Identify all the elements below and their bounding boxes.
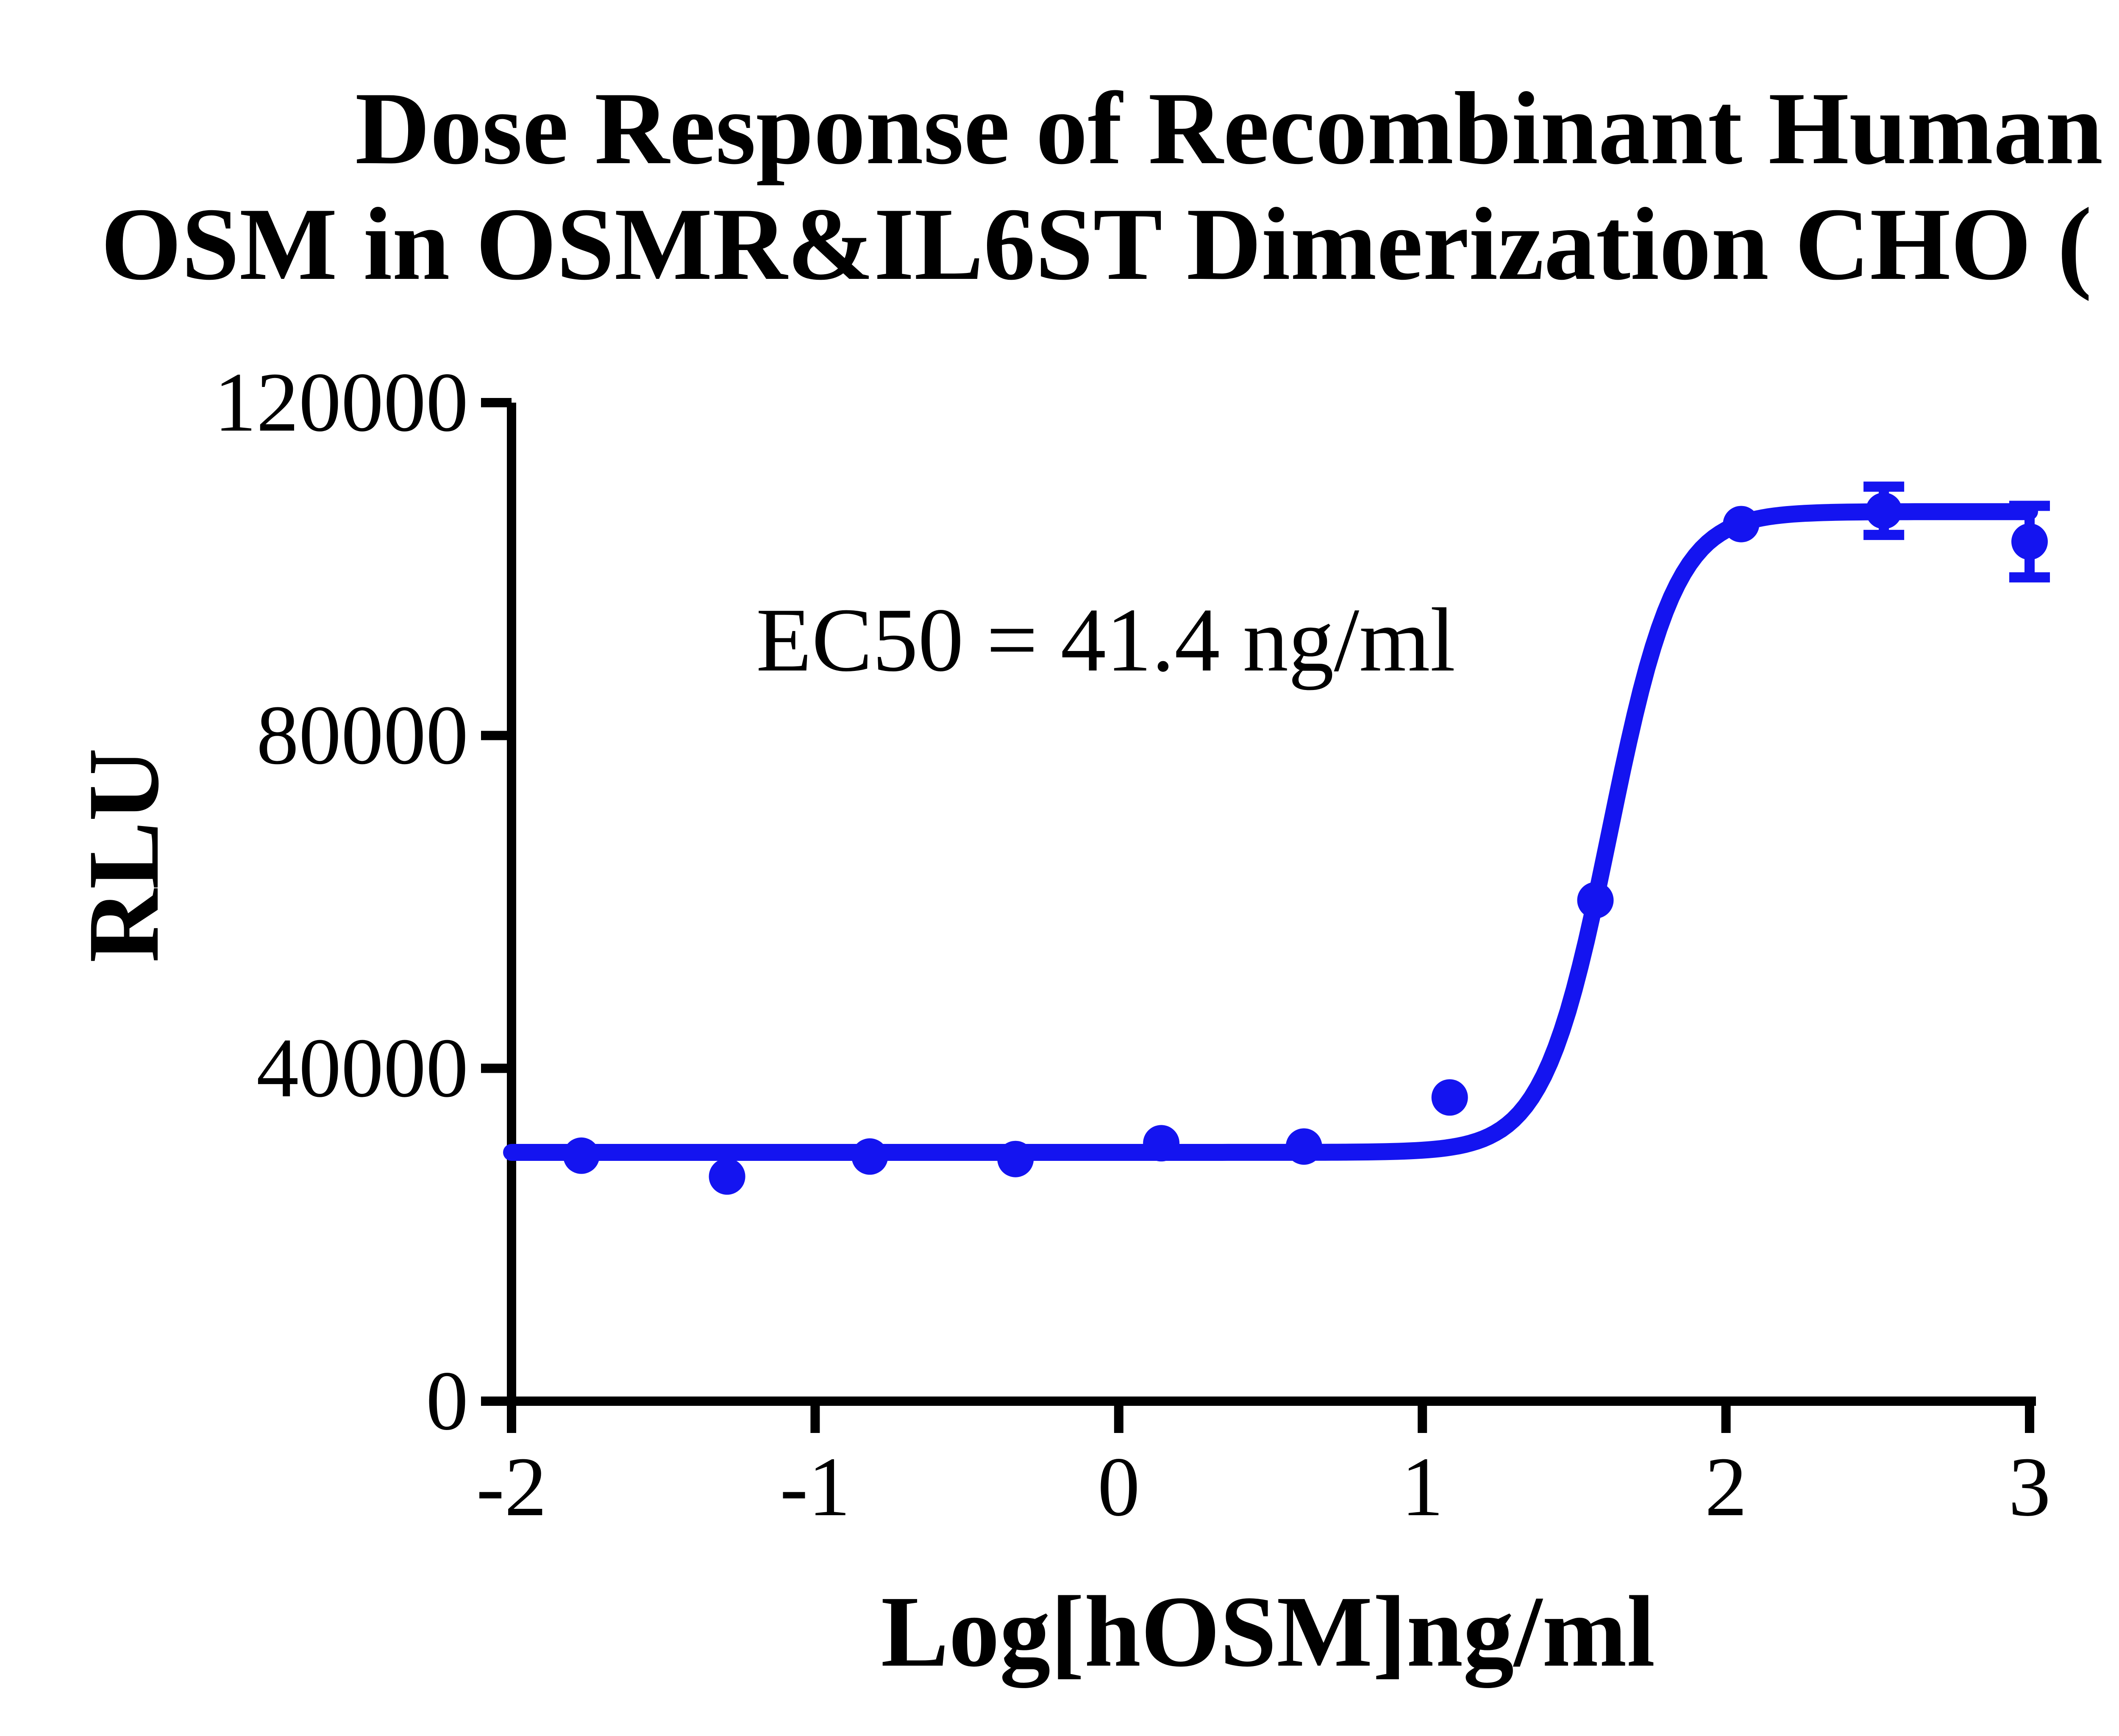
y-tick-label: 120000 xyxy=(214,356,468,449)
y-tick-label: 0 xyxy=(426,1354,468,1448)
data-point xyxy=(1431,1079,1468,1116)
y-tick-label: 80000 xyxy=(256,688,468,782)
chart-title-line-2: OSM in OSMR&IL6ST Dimerization CHO ( C52… xyxy=(101,186,2119,301)
data-point xyxy=(1143,1125,1180,1162)
data-point xyxy=(1577,882,1614,919)
fit-curve xyxy=(503,503,2038,1161)
data-point xyxy=(997,1141,1034,1177)
x-tick-label: -2 xyxy=(476,1440,547,1534)
data-point xyxy=(1866,492,1902,529)
y-axis-title: RLU xyxy=(67,748,180,963)
data-point xyxy=(709,1158,745,1195)
x-axis-title: Log[hOSM]ng/ml xyxy=(881,1575,1655,1688)
ec50-annotation: EC50 = 41.4 ng/ml xyxy=(756,589,1455,690)
chart-title-line-1: Dose Response of Recombinant Human xyxy=(355,71,2103,186)
x-tick-label: 0 xyxy=(1098,1440,1140,1534)
axes: 0 40000 80000 120000 -2 -1 0 1 2 3 xyxy=(214,356,2051,1534)
x-tick-label: 1 xyxy=(1401,1440,1443,1534)
data-point xyxy=(563,1137,600,1174)
data-point xyxy=(2011,523,2048,560)
data-point xyxy=(1285,1128,1322,1165)
x-tick-label: 3 xyxy=(2008,1440,2051,1534)
x-tick-label: -1 xyxy=(780,1440,851,1534)
data-series xyxy=(503,481,2050,1195)
data-point xyxy=(851,1138,888,1175)
x-tick-label: 2 xyxy=(1705,1440,1747,1534)
y-tick-label: 40000 xyxy=(256,1021,468,1115)
data-point xyxy=(1723,506,1760,542)
